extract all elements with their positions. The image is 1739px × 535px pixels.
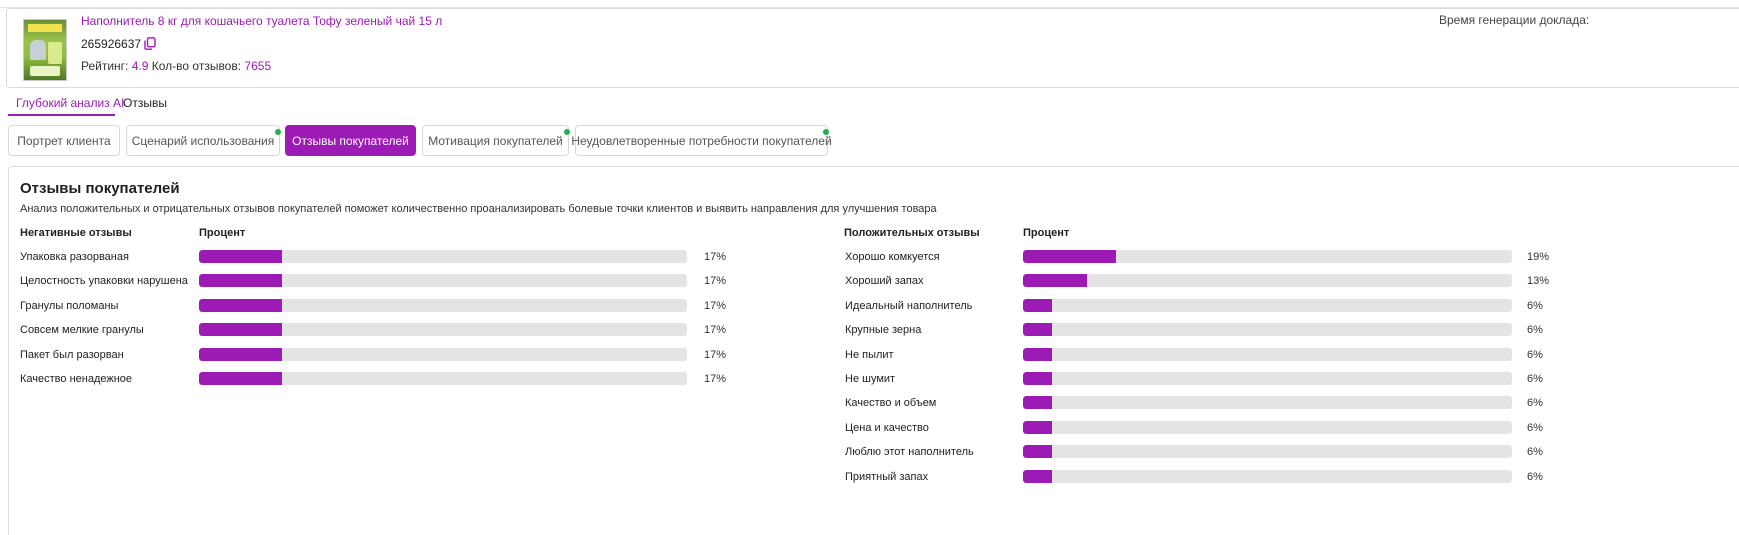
- positive-percent-bar-fill: [1023, 421, 1052, 434]
- subtab-label: Отзывы покупателей: [292, 133, 409, 148]
- positive-percent-value: 6%: [1527, 397, 1543, 409]
- negative-percent-bar: [199, 372, 687, 385]
- active-tab-underline: [8, 114, 115, 116]
- product-card: [6, 8, 1739, 88]
- positive-percent-value: 13%: [1527, 275, 1550, 287]
- subtab-usage-scenario[interactable]: Сценарий использования: [126, 125, 281, 156]
- positive-review-label: Цена и качество: [845, 422, 929, 434]
- negative-reviews-header: Негативные отзывы: [20, 227, 132, 239]
- negative-percent-bar-fill: [199, 274, 282, 287]
- positive-percent-value: 19%: [1527, 251, 1550, 263]
- positive-percent-header: Процент: [1023, 227, 1070, 239]
- positive-percent-bar: [1023, 348, 1512, 361]
- negative-percent-bar: [199, 299, 687, 312]
- product-title-link[interactable]: Наполнитель 8 кг для кошачьего туалета Т…: [81, 14, 443, 28]
- positive-percent-bar-fill: [1023, 250, 1116, 263]
- positive-percent-value: 6%: [1527, 324, 1543, 336]
- rating-value: 4.9: [131, 59, 149, 73]
- subtab-label: Портрет клиента: [17, 133, 111, 148]
- negative-percent-bar-fill: [199, 299, 282, 312]
- product-image[interactable]: [23, 19, 67, 81]
- negative-percent-header: Процент: [199, 227, 246, 239]
- negative-percent-bar: [199, 250, 687, 263]
- negative-percent-value: 17%: [704, 251, 727, 263]
- tab-reviews[interactable]: Отзывы: [123, 96, 167, 110]
- positive-percent-bar-fill: [1023, 348, 1052, 361]
- positive-percent-value: 6%: [1527, 300, 1543, 312]
- positive-percent-value: 6%: [1527, 422, 1543, 434]
- positive-percent-bar: [1023, 299, 1512, 312]
- negative-percent-bar-fill: [199, 250, 282, 263]
- negative-review-label: Упаковка разорваная: [20, 251, 129, 263]
- positive-review-label: Идеальный наполнитель: [845, 300, 973, 312]
- negative-percent-bar: [199, 348, 687, 361]
- positive-review-label: Качество и объем: [845, 397, 937, 409]
- positive-percent-bar: [1023, 421, 1512, 434]
- positive-percent-value: 6%: [1527, 373, 1543, 385]
- subtab-unmet-needs[interactable]: Неудовлетворенные потребности покупателе…: [571, 125, 832, 156]
- subtab-customer-reviews[interactable]: Отзывы покупателей: [285, 125, 416, 156]
- positive-percent-value: 6%: [1527, 471, 1543, 483]
- reviews-count-label: Кол-во отзывов:: [151, 59, 242, 73]
- subtab-customer-motivation[interactable]: Мотивация покупателей: [422, 125, 570, 156]
- negative-percent-value: 17%: [704, 300, 727, 312]
- positive-percent-bar: [1023, 250, 1512, 263]
- rating-row: Рейтинг: 4.9 Кол-во отзывов: 7655: [81, 59, 271, 73]
- positive-percent-bar: [1023, 470, 1512, 483]
- negative-percent-bar-fill: [199, 323, 282, 336]
- negative-percent-value: 17%: [704, 373, 727, 385]
- rating-label: Рейтинг:: [81, 59, 129, 73]
- positive-percent-bar-fill: [1023, 445, 1052, 458]
- negative-review-label: Совсем мелкие гранулы: [20, 324, 144, 336]
- negative-review-label: Целостность упаковки нарушена: [20, 275, 188, 287]
- status-dot-icon: [823, 129, 829, 135]
- positive-percent-bar: [1023, 323, 1512, 336]
- positive-review-label: Люблю этот наполнитель: [845, 446, 974, 458]
- tab-deep-analysis-ai[interactable]: Глубокий анализ AI: [16, 96, 125, 110]
- subtab-label: Мотивация покупателей: [428, 133, 563, 148]
- negative-percent-value: 17%: [704, 275, 727, 287]
- positive-reviews-header: Положительных отзывы: [844, 227, 980, 239]
- positive-review-label: Не шумит: [845, 373, 896, 385]
- positive-percent-bar: [1023, 274, 1512, 287]
- negative-percent-bar: [199, 323, 687, 336]
- negative-percent-value: 17%: [704, 349, 727, 361]
- positive-review-label: Хороший запах: [845, 275, 924, 287]
- reviews-count-value: 7655: [244, 59, 272, 73]
- subtab-label: Неудовлетворенные потребности покупателе…: [571, 133, 832, 148]
- negative-percent-bar: [199, 274, 687, 287]
- positive-review-label: Хорошо комкуется: [845, 251, 940, 263]
- positive-percent-bar-fill: [1023, 274, 1087, 287]
- report-title: Отзывы покупателей: [20, 180, 180, 197]
- negative-review-label: Качество ненадежное: [20, 373, 133, 385]
- positive-percent-bar: [1023, 396, 1512, 409]
- subtab-client-portrait[interactable]: Портрет клиента: [8, 125, 120, 156]
- product-id: 265926637: [81, 37, 142, 51]
- positive-percent-bar: [1023, 372, 1512, 385]
- positive-percent-bar-fill: [1023, 396, 1052, 409]
- status-dot-icon: [564, 129, 570, 135]
- positive-percent-bar-fill: [1023, 323, 1052, 336]
- positive-percent-value: 6%: [1527, 349, 1543, 361]
- negative-percent-value: 17%: [704, 324, 727, 336]
- generation-time-label: Время генерации доклада:: [1439, 13, 1590, 27]
- positive-percent-value: 6%: [1527, 446, 1543, 458]
- positive-percent-bar-fill: [1023, 299, 1052, 312]
- subtab-label: Сценарий использования: [131, 133, 275, 148]
- positive-percent-bar-fill: [1023, 372, 1052, 385]
- report-description: Анализ положительных и отрицательных отз…: [20, 203, 937, 215]
- positive-percent-bar: [1023, 445, 1512, 458]
- copy-icon[interactable]: [144, 37, 156, 50]
- top-divider: [0, 0, 1739, 8]
- negative-percent-bar-fill: [199, 372, 282, 385]
- negative-percent-bar-fill: [199, 348, 282, 361]
- negative-review-label: Пакет был разорван: [20, 349, 124, 361]
- positive-review-label: Крупные зерна: [845, 324, 922, 336]
- status-dot-icon: [275, 129, 281, 135]
- positive-percent-bar-fill: [1023, 470, 1052, 483]
- positive-review-label: Не пылит: [845, 349, 894, 361]
- positive-review-label: Приятный запах: [845, 471, 929, 483]
- negative-review-label: Гранулы поломаны: [20, 300, 119, 312]
